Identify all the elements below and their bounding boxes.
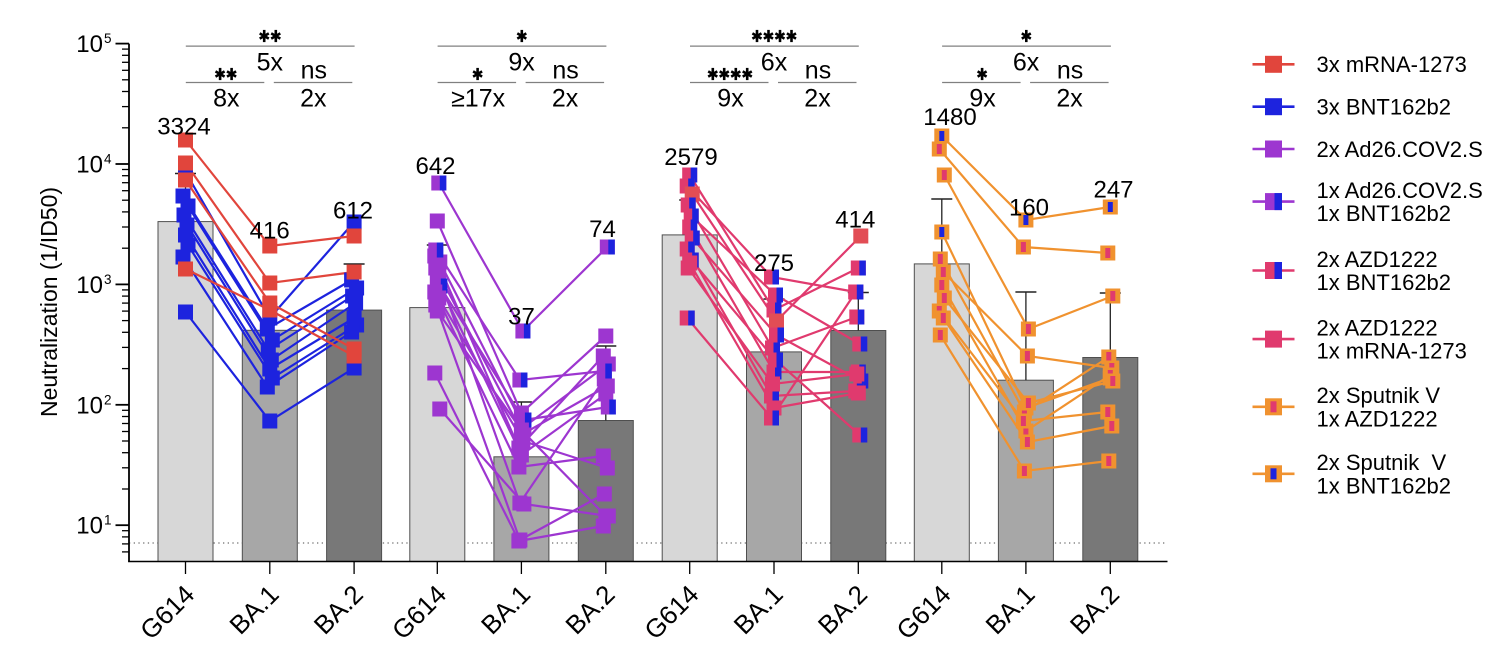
svg-text:2x Ad26.COV2.S: 2x Ad26.COV2.S [1317,137,1483,162]
svg-text:6x: 6x [1013,49,1040,77]
svg-text:4: 4 [104,152,112,167]
svg-text:160: 160 [1009,194,1049,221]
svg-text:≥17x: ≥17x [451,84,506,112]
svg-text:37: 37 [508,303,535,330]
svg-text:642: 642 [415,153,455,180]
svg-text:1x AZD1222: 1x AZD1222 [1317,406,1438,431]
svg-text:275: 275 [754,250,794,277]
svg-text:416: 416 [250,217,290,244]
svg-text:ns: ns [805,57,831,85]
svg-text:612: 612 [333,197,373,224]
svg-text:3x BNT162b2: 3x BNT162b2 [1317,95,1452,120]
svg-text:2x AZD1222: 2x AZD1222 [1317,315,1438,340]
svg-text:1x mRNA-1273: 1x mRNA-1273 [1317,339,1467,364]
svg-text:2x Sputnik V: 2x Sputnik V [1317,383,1441,408]
svg-text:414: 414 [835,206,875,233]
svg-text:10: 10 [76,392,103,419]
svg-text:3x mRNA-1273: 3x mRNA-1273 [1317,52,1467,77]
svg-text:2x: 2x [804,84,831,112]
svg-text:10: 10 [76,152,103,179]
svg-text:9x: 9x [969,84,996,112]
svg-text:10: 10 [76,272,103,299]
svg-text:1x BNT162b2: 1x BNT162b2 [1317,201,1452,226]
svg-text:2579: 2579 [664,144,717,171]
svg-text:1480: 1480 [923,104,976,131]
svg-text:5: 5 [104,31,112,46]
svg-text:1x BNT162b2: 1x BNT162b2 [1317,473,1452,498]
svg-text:2x: 2x [1056,84,1083,112]
svg-text:10: 10 [76,31,103,58]
svg-text:9x: 9x [717,84,744,112]
svg-text:2x: 2x [300,84,327,112]
svg-text:1x BNT162b2: 1x BNT162b2 [1317,270,1452,295]
svg-text:2x Sputnik V: 2x Sputnik V [1317,450,1447,475]
svg-text:1: 1 [104,513,112,528]
svg-text:8x: 8x [213,84,240,112]
svg-text:2: 2 [104,392,112,407]
svg-text:9x: 9x [508,49,535,77]
svg-text:3: 3 [104,272,112,287]
svg-text:247: 247 [1093,176,1133,203]
svg-text:ns: ns [552,57,578,85]
svg-text:2x: 2x [552,84,579,112]
svg-text:1x Ad26.COV2.S: 1x Ad26.COV2.S [1317,178,1483,203]
svg-text:10: 10 [76,513,103,540]
svg-text:Neutralization (1/ID50): Neutralization (1/ID50) [36,187,62,417]
svg-text:ns: ns [1057,57,1083,85]
svg-text:ns: ns [301,57,327,85]
svg-text:5x: 5x [257,49,284,77]
svg-text:6x: 6x [761,49,788,77]
svg-text:3324: 3324 [157,113,210,140]
svg-text:2x AZD1222: 2x AZD1222 [1317,247,1438,272]
svg-text:74: 74 [589,216,616,243]
